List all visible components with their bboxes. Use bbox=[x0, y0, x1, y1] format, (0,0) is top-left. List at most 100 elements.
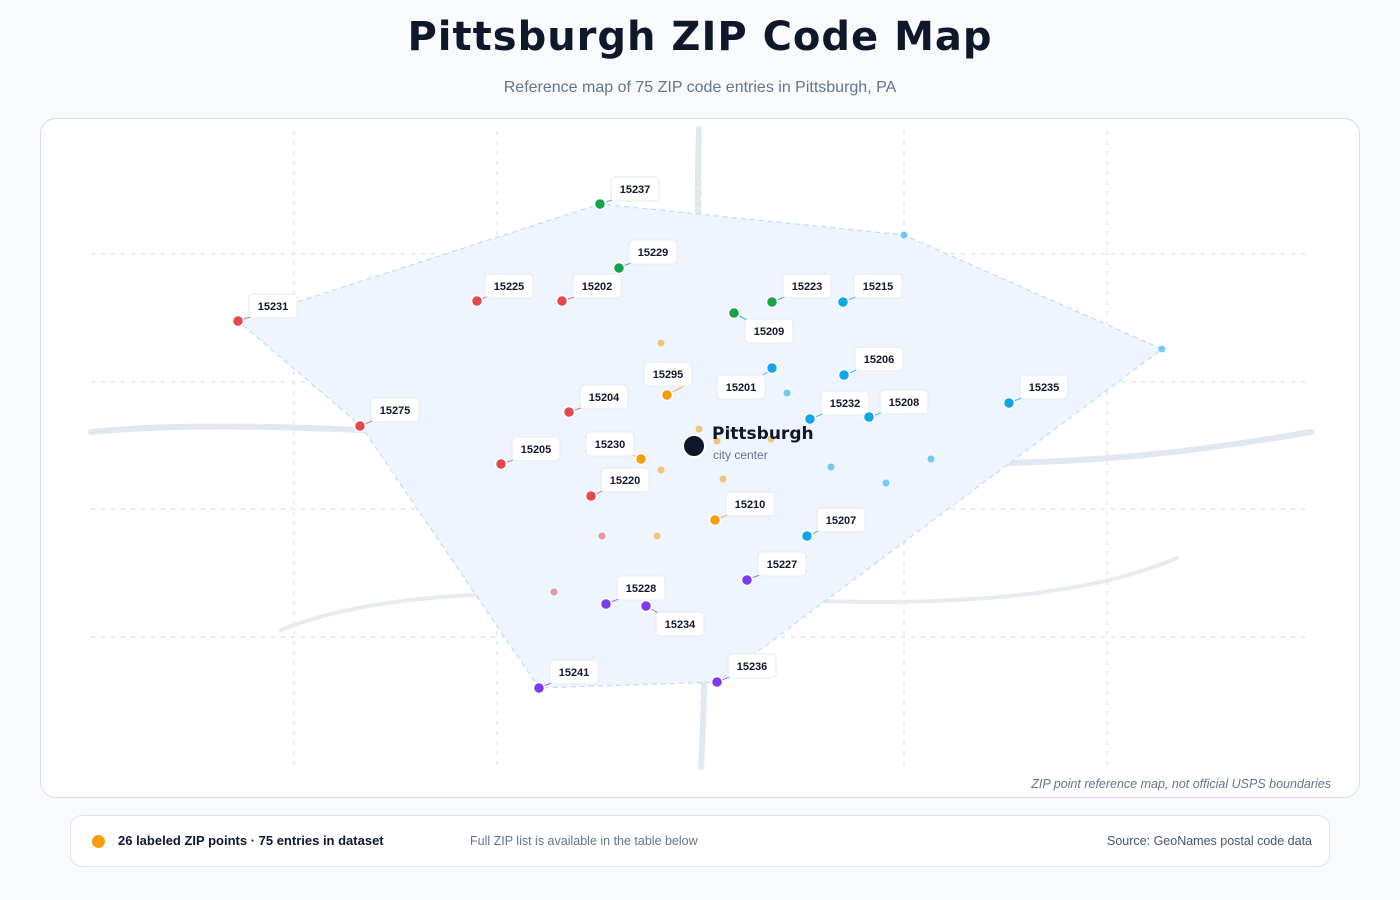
zip-label: 15229 bbox=[638, 247, 669, 259]
zip-point-15208[interactable]: 15208 bbox=[862, 389, 929, 424]
zip-label-box bbox=[616, 575, 666, 601]
zip-point-15202[interactable]: 15202 bbox=[555, 273, 622, 308]
zip-point-minor bbox=[657, 466, 665, 474]
zip-point-15201[interactable]: 15201 bbox=[716, 361, 779, 400]
zip-point-dot[interactable] bbox=[562, 405, 576, 419]
legend-bar: 26 labeled ZIP points · 75 entries in da… bbox=[70, 815, 1330, 867]
zip-label: 15206 bbox=[864, 354, 895, 366]
zip-point-dot[interactable] bbox=[708, 513, 722, 527]
zip-point-dot[interactable] bbox=[660, 388, 674, 402]
zip-point-15241[interactable]: 15241 bbox=[532, 659, 599, 695]
unlabeled-zip-points bbox=[550, 231, 1166, 596]
zip-point-dot[interactable] bbox=[612, 261, 626, 275]
zip-point-15230[interactable]: 15230 bbox=[585, 431, 648, 466]
map-panel[interactable]: 15237 15229 15225 15202 15223 15215 15231 15209… bbox=[40, 118, 1360, 798]
zip-point-dot[interactable] bbox=[593, 197, 607, 211]
zip-label: 15234 bbox=[665, 619, 696, 631]
zip-point-dot[interactable] bbox=[837, 368, 851, 382]
zip-label: 15236 bbox=[737, 661, 768, 673]
zip-label: 15232 bbox=[830, 398, 861, 410]
zip-point-dot[interactable] bbox=[1002, 396, 1016, 410]
zip-point-15275[interactable]: 15275 bbox=[353, 397, 420, 433]
zip-point-minor bbox=[927, 455, 935, 463]
zip-point-15228[interactable]: 15228 bbox=[599, 575, 666, 611]
zip-label-box bbox=[628, 239, 678, 265]
zip-point-15225[interactable]: 15225 bbox=[470, 273, 534, 308]
legend-dot-icon bbox=[92, 835, 105, 848]
zip-point-dot[interactable] bbox=[740, 573, 754, 587]
zip-point-15295[interactable]: 15295 bbox=[643, 361, 693, 402]
zip-point-dot[interactable] bbox=[634, 452, 648, 466]
zip-point-dot[interactable] bbox=[765, 295, 779, 309]
zip-label-box bbox=[757, 551, 807, 577]
zip-point-dot[interactable] bbox=[803, 412, 817, 426]
zip-label-box bbox=[248, 293, 298, 319]
zip-point-minor bbox=[713, 437, 721, 445]
zip-label: 15208 bbox=[889, 397, 920, 409]
zip-point-15209[interactable]: 15209 bbox=[727, 306, 794, 344]
zip-point-15232[interactable]: 15232 bbox=[803, 390, 870, 426]
zip-label: 15227 bbox=[767, 559, 798, 571]
zip-point-15227[interactable]: 15227 bbox=[740, 551, 807, 587]
zip-label-box bbox=[484, 273, 534, 299]
zip-point-15234[interactable]: 15234 bbox=[639, 599, 705, 637]
zip-label: 15295 bbox=[653, 369, 684, 381]
zip-point-15220[interactable]: 15220 bbox=[584, 467, 650, 503]
zip-point-minor bbox=[719, 475, 727, 483]
zip-label-box bbox=[655, 611, 705, 637]
city-center-label: city center bbox=[713, 448, 768, 462]
zip-point-dot[interactable] bbox=[353, 419, 367, 433]
zip-point-15223[interactable]: 15223 bbox=[765, 273, 832, 309]
zip-point-minor bbox=[657, 339, 665, 347]
zip-point-dot[interactable] bbox=[765, 361, 779, 375]
zip-point-15205[interactable]: 15205 bbox=[494, 436, 561, 471]
zip-point-15207[interactable]: 15207 bbox=[800, 507, 866, 543]
city-center-marker[interactable]: Pittsburgh city center bbox=[682, 424, 814, 462]
zip-label-box bbox=[610, 176, 660, 202]
zip-label: 15237 bbox=[620, 184, 651, 196]
zip-label-box bbox=[820, 390, 870, 416]
zip-point-dot[interactable] bbox=[836, 295, 850, 309]
zip-point-15237[interactable]: 15237 bbox=[593, 176, 660, 211]
zip-point-15215[interactable]: 15215 bbox=[836, 273, 903, 309]
zip-point-15231[interactable]: 15231 bbox=[231, 293, 298, 328]
zip-point-15206[interactable]: 15206 bbox=[837, 346, 904, 382]
zip-point-dot[interactable] bbox=[555, 294, 569, 308]
city-center-dot[interactable] bbox=[682, 434, 706, 458]
zip-label-box bbox=[579, 384, 629, 410]
zip-point-minor bbox=[653, 532, 661, 540]
zip-point-dot[interactable] bbox=[532, 681, 546, 695]
page-title: Pittsburgh ZIP Code Map bbox=[407, 14, 993, 60]
zip-point-dot[interactable] bbox=[727, 306, 741, 320]
zip-point-dot[interactable] bbox=[599, 597, 613, 611]
zip-point-15210[interactable]: 15210 bbox=[708, 491, 775, 527]
zip-label-box bbox=[727, 653, 777, 679]
zip-point-dot[interactable] bbox=[231, 314, 245, 328]
zip-map[interactable]: 15237 15229 15225 15202 15223 15215 15231 15209… bbox=[41, 119, 1359, 797]
zip-point-minor bbox=[783, 389, 791, 397]
zip-point-dot[interactable] bbox=[584, 489, 598, 503]
zip-label: 15204 bbox=[589, 392, 620, 404]
zip-label-box bbox=[585, 431, 635, 457]
zip-label: 15230 bbox=[595, 439, 626, 451]
zip-point-dot[interactable] bbox=[494, 457, 508, 471]
zip-point-dot[interactable] bbox=[710, 675, 724, 689]
zip-point-minor bbox=[1158, 345, 1166, 353]
zip-point-dot[interactable] bbox=[862, 410, 876, 424]
zip-label-box bbox=[816, 507, 866, 533]
zip-label-box bbox=[549, 659, 599, 685]
zip-point-dot[interactable] bbox=[470, 294, 484, 308]
zip-point-dot[interactable] bbox=[639, 599, 653, 613]
zip-point-15236[interactable]: 15236 bbox=[710, 653, 777, 689]
zip-point-dot[interactable] bbox=[800, 529, 814, 543]
zip-label-box bbox=[511, 436, 561, 462]
zip-label-box bbox=[725, 491, 775, 517]
zip-point-15229[interactable]: 15229 bbox=[612, 239, 678, 275]
map-disclaimer: ZIP point reference map, not official US… bbox=[1031, 777, 1331, 791]
zip-point-15204[interactable]: 15204 bbox=[562, 384, 629, 419]
zip-point-minor bbox=[695, 425, 703, 433]
zip-label-box bbox=[572, 273, 622, 299]
zip-point-15235[interactable]: 15235 bbox=[1002, 374, 1069, 410]
zip-label-box bbox=[1019, 374, 1069, 400]
zip-label: 15235 bbox=[1029, 382, 1060, 394]
